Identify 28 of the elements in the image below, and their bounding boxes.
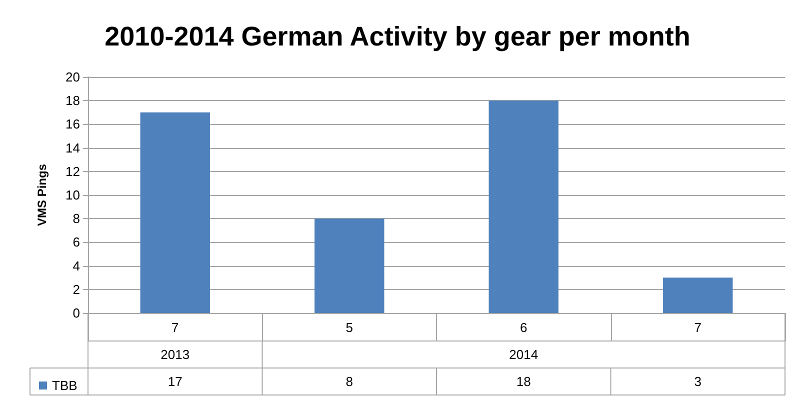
legend-label: TBB [52,378,78,393]
y-tick-label: 16 [66,116,80,132]
bar [663,278,733,313]
data-label: 18 [516,374,531,389]
y-axis-title: VMS Pings [35,164,49,226]
chart-title: 2010-2014 German Activity by gear per month [104,22,690,52]
y-tick-label: 8 [72,211,80,226]
x-tick-label: 5 [346,320,353,335]
data-label: 8 [346,374,353,389]
data-label: 3 [694,374,702,389]
y-tick-label: 0 [72,306,80,320]
x-tick-label: 7 [172,320,179,335]
bar [488,100,558,313]
y-tick-label: 20 [66,70,80,84]
y-tick-label: 4 [72,258,80,274]
y-tick-label: 6 [72,234,80,250]
y-tick-label: 18 [66,93,80,108]
text: 2013 [160,347,190,362]
y-tick-label: 10 [66,188,80,202]
bar [140,112,210,313]
text: 2014 [509,347,538,362]
x-tick-label: 7 [694,320,702,335]
x-tick-label: 6 [520,320,528,335]
y-tick-label: 12 [66,164,80,179]
y-tick-label: 2 [72,282,80,297]
y-tick-label: 14 [66,140,80,156]
data-label: 17 [168,374,182,389]
bar [314,218,384,313]
